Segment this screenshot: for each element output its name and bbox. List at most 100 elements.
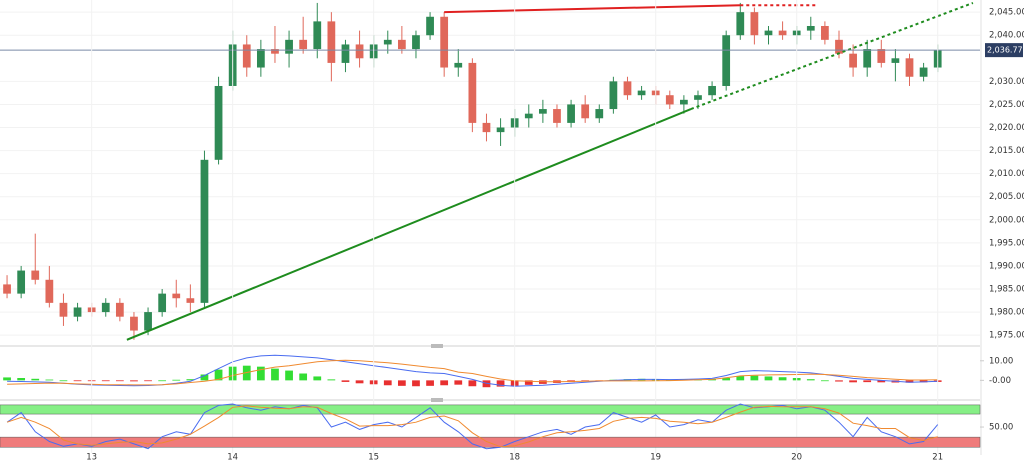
histogram-bar	[412, 380, 420, 387]
histogram-bar	[440, 380, 449, 386]
histogram-bar	[454, 380, 463, 385]
candle-body	[454, 62, 463, 68]
candle-body	[383, 39, 392, 45]
histogram-bar	[172, 379, 181, 381]
histogram-bar	[778, 377, 787, 381]
candle-body	[327, 21, 336, 63]
histogram-bar	[736, 376, 745, 381]
candle-body	[285, 39, 293, 54]
candle-body	[186, 298, 195, 303]
histogram-bar	[31, 378, 40, 381]
x-tick-label: 21	[932, 453, 943, 461]
candle-body	[524, 113, 533, 119]
y-tick-label: 1,995.00	[989, 238, 1024, 248]
candle-body	[581, 104, 590, 119]
candle-body	[694, 95, 702, 100]
histogram-bar	[383, 380, 392, 386]
y-tick-label: 2,045.00	[989, 8, 1024, 18]
y-tick-label: 1,980.00	[989, 308, 1024, 318]
y-tick-label: 2,005.00	[989, 192, 1024, 202]
candle-body	[172, 293, 181, 299]
histogram-bar	[186, 379, 195, 381]
candle-body	[905, 58, 914, 77]
histogram-bar	[299, 373, 308, 381]
histogram-bar	[397, 380, 406, 386]
histogram-bar	[313, 376, 322, 381]
histogram-bar	[17, 378, 26, 381]
candle-body	[708, 85, 716, 96]
last-price-label: 2,036.77	[987, 46, 1023, 55]
last-price-box	[985, 43, 1023, 58]
histogram-bar	[242, 365, 251, 381]
histogram-bar	[101, 380, 110, 382]
candle-body	[539, 109, 547, 114]
candle-body	[115, 302, 124, 317]
candle-body	[73, 307, 82, 317]
histogram-bar	[341, 380, 350, 382]
histogram-bar	[849, 380, 857, 383]
candle-body	[567, 104, 575, 123]
candle-body	[158, 293, 167, 313]
x-tick-label: 14	[227, 453, 238, 461]
band	[0, 404, 981, 415]
histogram-bar	[877, 380, 886, 383]
candle-body	[496, 127, 505, 133]
candle-body	[806, 25, 815, 31]
y-tick-label: 2,015.00	[989, 146, 1024, 156]
panel-handle	[431, 344, 443, 348]
candle-body	[214, 85, 223, 160]
histogram-bar	[355, 380, 364, 384]
candle-body	[271, 49, 279, 54]
indicator-line	[7, 359, 938, 386]
histogram-bar	[73, 380, 82, 382]
x-tick-label: 15	[368, 453, 379, 461]
candle-body	[835, 39, 843, 54]
candle-body	[553, 109, 561, 123]
candle-body	[299, 39, 308, 50]
panel-handle	[431, 398, 443, 402]
candle-body	[919, 67, 928, 77]
candle-body	[778, 30, 787, 36]
y-tick-label: 2,010.00	[989, 169, 1024, 179]
histogram-bar	[256, 366, 265, 381]
trendline	[126, 108, 692, 341]
histogram-bar	[468, 380, 477, 387]
y-tick-label: 1,975.00	[989, 331, 1024, 341]
y-tick-label: 2,020.00	[989, 123, 1024, 133]
candle-body	[59, 302, 68, 317]
candle-body	[440, 16, 449, 68]
candle-body	[355, 44, 364, 59]
candle-body	[101, 302, 110, 313]
histogram-bar	[496, 380, 505, 387]
indicator-line	[6, 405, 938, 448]
candle-body	[863, 49, 872, 68]
candle-body	[609, 81, 618, 110]
indicator-line	[6, 403, 939, 450]
y-tick-label: 1,985.00	[989, 285, 1024, 295]
candle-body	[341, 44, 350, 63]
candle-body	[144, 312, 152, 331]
candle-body	[764, 30, 773, 36]
y-tick-label: 2,030.00	[989, 77, 1024, 87]
band	[0, 436, 981, 448]
candle-body	[242, 44, 251, 68]
candle-body	[3, 284, 11, 294]
histogram-bar	[750, 375, 759, 381]
histogram-bar	[863, 380, 872, 383]
candle-body	[680, 99, 688, 105]
candle-body	[482, 122, 491, 133]
histogram-bar	[806, 379, 815, 381]
histogram-bar	[327, 379, 336, 381]
candle-body	[45, 279, 54, 303]
candle-body	[17, 270, 26, 294]
histogram-bar	[524, 380, 533, 385]
x-tick-label: 19	[650, 453, 661, 461]
candle-body	[891, 58, 900, 63]
x-tick-label: 13	[86, 453, 97, 461]
candle-body	[877, 49, 886, 63]
candle-body	[412, 35, 420, 50]
histogram-bar	[821, 380, 829, 382]
y-tick-label: 50.00	[989, 423, 1013, 433]
